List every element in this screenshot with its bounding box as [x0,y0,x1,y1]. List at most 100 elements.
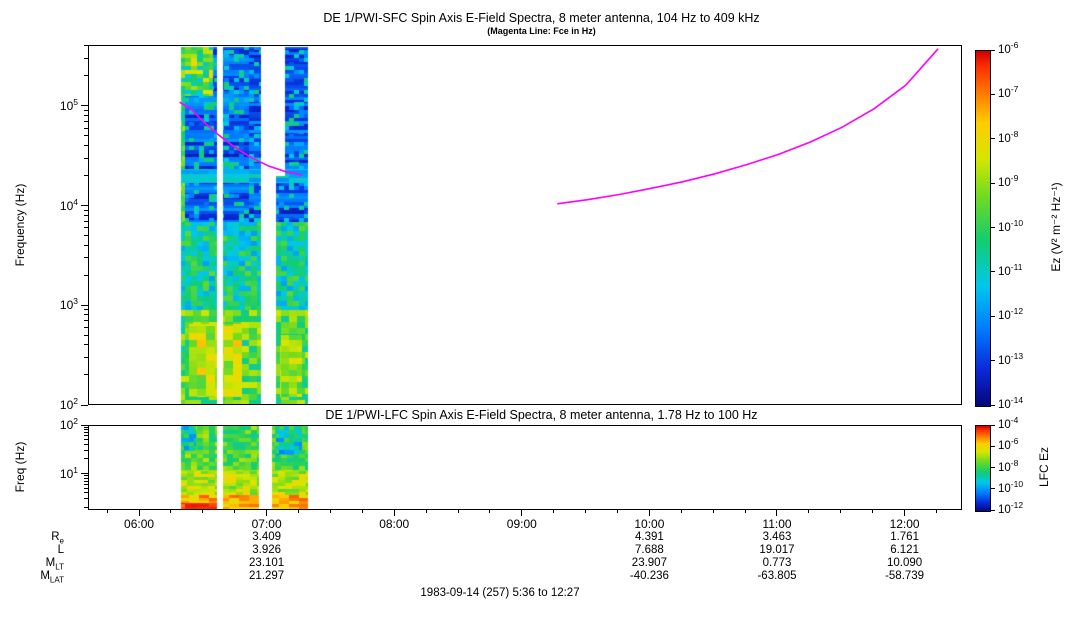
time-minor-tick [457,510,459,513]
lfc-cb-tick [991,424,995,426]
time-minor-tick [585,510,587,513]
ephemeris-value: 0.773 [762,557,792,569]
ephemeris-value: 1.761 [890,531,919,543]
sfc-y-minor-tick [84,214,88,216]
time-minor-tick [202,510,204,513]
lfc-y-minor-tick [84,443,88,445]
ephemeris-row-label: MLAT [40,570,64,585]
lfc-title: DE 1/PWI-LFC Spin Axis E-Field Spectra, … [325,408,758,422]
sfc-cb-tick [991,315,995,317]
sfc-cb-tick-label: 10-12 [998,306,1024,323]
sfc-spectrogram-panel [88,45,962,405]
sfc-y-tick-label: 103 [59,296,78,313]
sfc-y-minor-tick [84,175,88,177]
sfc-y-minor-tick [84,320,88,322]
sfc-subtitle: (Magenta Line: Fce in Hz) [487,26,596,36]
sfc-title: DE 1/PWI-SFC Spin Axis E-Field Spectra, … [323,11,760,25]
lfc-y-axis-title: Freq (Hz) [13,441,27,493]
sfc-y-minor-tick [84,57,88,59]
time-minor-tick [298,510,300,513]
time-major-tick [648,510,650,516]
sfc-cb-tick [991,271,995,273]
sfc-y-minor-tick [84,227,88,229]
fce-line-segment [179,101,302,176]
ephemeris-value: 6.121 [890,544,919,556]
time-minor-tick [234,510,236,513]
time-tick-label: 12:00 [889,517,920,531]
ephemeris-value: 4.391 [635,531,664,543]
time-minor-tick [361,510,363,513]
ephemeris-value: 3.926 [252,544,282,556]
ephemeris-row-label: MLT [45,557,64,572]
time-major-tick [266,510,268,516]
sfc-y-tick-label: 105 [59,96,78,113]
sfc-y-tick-label: 104 [59,196,78,213]
ephemeris-value: 19.017 [759,544,795,556]
sfc-y-major-tick [81,404,88,406]
sfc-y-minor-tick [84,127,88,129]
time-major-tick [776,510,778,516]
lfc-y-minor-tick [84,435,88,437]
time-minor-tick [872,510,874,513]
sfc-y-minor-tick [84,220,88,222]
sfc-y-minor-tick [84,356,88,358]
sfc-colorbar-title: Ez (V² m⁻² Hz⁻¹) [1049,182,1063,272]
sfc-y-major-tick [81,205,88,207]
sfc-cb-tick-label: 10-13 [998,350,1024,367]
sfc-cb-tick [991,138,995,140]
lfc-colorbar-title: LFC Ez [1037,446,1051,488]
lfc-spectrogram-canvas [89,426,961,509]
time-minor-tick [840,510,842,513]
lfc-y-minor-tick [84,426,88,428]
lfc-cb-tick [991,467,995,468]
lfc-cb-tick-label: 10-10 [998,478,1024,495]
lfc-y-major-tick [81,473,88,475]
sfc-y-minor-tick [84,334,88,336]
lfc-colorbar [975,425,991,512]
time-major-tick [521,510,523,516]
ephemeris-value: -40.236 [629,570,669,582]
time-minor-tick [425,510,427,513]
sfc-cb-tick [991,49,995,51]
lfc-cb-tick-label: 10-6 [998,436,1019,453]
lfc-cb-tick-label: 10-12 [998,500,1024,516]
lfc-y-minor-tick [84,487,88,489]
sfc-y-minor-tick [84,157,88,159]
lfc-y-minor-tick [84,449,88,451]
sfc-y-minor-tick [84,45,88,47]
lfc-y-minor-tick [84,492,88,494]
ephemeris-value: 21.297 [249,570,285,582]
lfc-y-minor-tick [84,477,88,479]
lfc-y-minor-tick [84,480,88,482]
lfc-y-minor-tick [84,429,88,431]
fce-line-segment [557,48,939,205]
time-tick-label: 10:00 [634,517,665,531]
lfc-y-minor-tick [84,458,88,460]
lfc-y-minor-tick [84,439,88,441]
lfc-cb-tick-label: 10-8 [998,457,1019,474]
ephemeris-value: 23.907 [631,557,667,569]
sfc-y-minor-tick [84,344,88,346]
time-tick-label: 06:00 [124,517,155,531]
sfc-cb-tick [991,360,995,362]
time-minor-tick [489,510,491,513]
ephemeris-value: 3.463 [762,531,792,543]
lfc-y-minor-tick [84,498,88,500]
lfc-y-minor-tick [84,432,88,434]
time-minor-tick [553,510,555,513]
sfc-y-minor-tick [84,374,88,376]
lfc-cb-tick-label: 10-4 [998,415,1019,431]
sfc-y-minor-tick [84,244,88,246]
lfc-cb-tick [991,509,995,511]
sfc-cb-tick-label: 10-8 [998,128,1019,145]
sfc-y-minor-tick [84,135,88,137]
sfc-y-minor-tick [84,314,88,316]
ephemeris-value: -58.739 [885,570,925,582]
sfc-y-major-tick [81,304,88,306]
sfc-spectrogram-canvas [89,46,961,404]
time-minor-tick [808,510,810,513]
time-minor-tick [935,510,937,513]
time-minor-tick [680,510,682,513]
time-minor-tick [106,510,108,513]
